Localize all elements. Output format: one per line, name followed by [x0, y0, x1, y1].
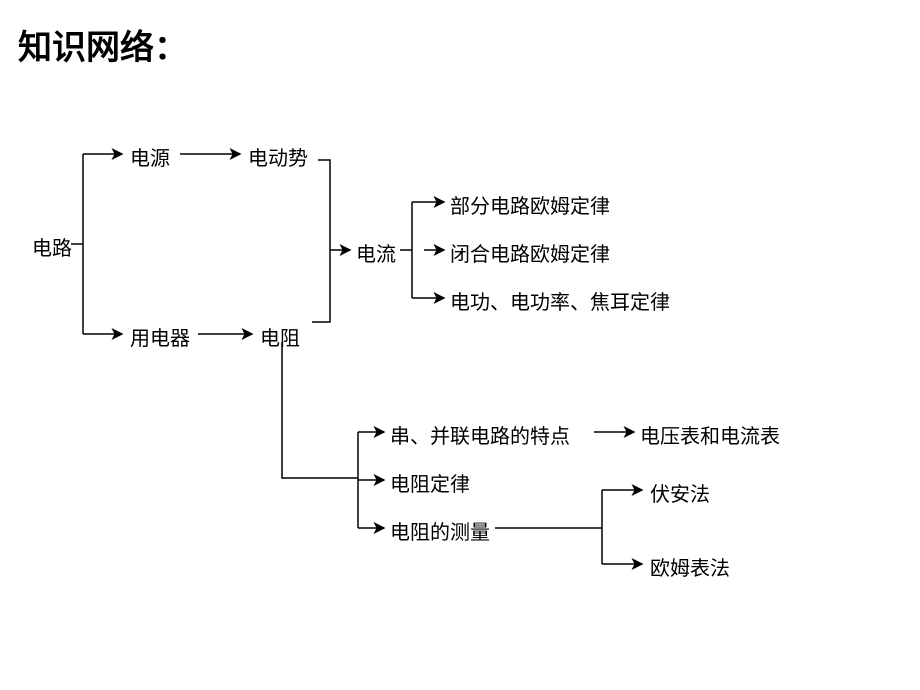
node-va_method: 伏安法: [650, 478, 710, 507]
node-appliance: 用电器: [130, 322, 190, 351]
node-ohmmeter_method: 欧姆表法: [650, 552, 730, 581]
node-circuit: 电路: [32, 232, 72, 261]
node-series_parallel: 串、并联电路的特点: [390, 420, 570, 449]
node-ohm_closed: 闭合电路欧姆定律: [450, 238, 610, 267]
node-resistance_law: 电阻定律: [390, 468, 470, 497]
node-ohm_partial: 部分电路欧姆定律: [450, 190, 610, 219]
node-power_source: 电源: [130, 142, 170, 171]
node-current: 电流: [356, 238, 396, 267]
node-resistance_meas: 电阻的测量: [390, 516, 490, 545]
node-power_joule: 电功、电功率、焦耳定律: [450, 286, 670, 315]
node-voltmeter_ammeter: 电压表和电流表: [640, 420, 780, 449]
node-resistance: 电阻: [260, 322, 300, 351]
node-emf: 电动势: [248, 142, 308, 171]
